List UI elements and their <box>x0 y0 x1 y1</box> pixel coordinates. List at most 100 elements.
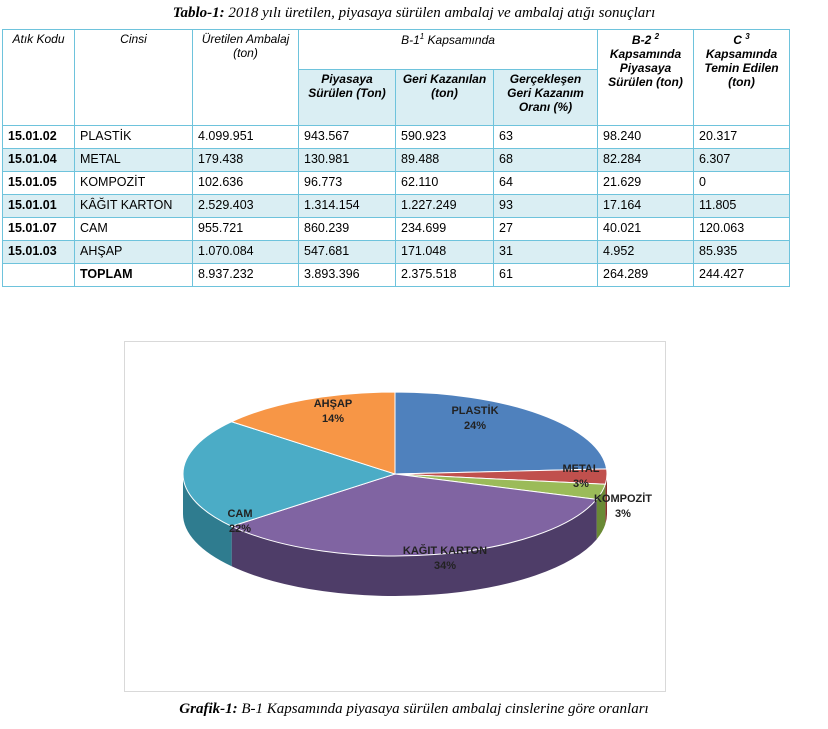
cell-uretilen: 8.937.232 <box>192 263 299 287</box>
cell-c: 244.427 <box>693 263 790 287</box>
chart-frame: PLASTİK 24% METAL 3% KOMPOZİT 3% KAĞIT KARTON 3… <box>124 341 666 692</box>
cell-geri: 89.488 <box>395 148 494 172</box>
header-b2-note: 2 <box>654 32 660 41</box>
cell-uretilen: 4.099.951 <box>192 125 299 149</box>
cell-code: 15.01.02 <box>2 125 75 149</box>
cell-geri: 590.923 <box>395 125 494 149</box>
cell-code: 15.01.07 <box>2 217 75 241</box>
pie-slice-plastik <box>394 391 608 475</box>
cell-code: 15.01.05 <box>2 171 75 195</box>
table-row: 15.01.04 METAL 179.438 130.981 89.488 68… <box>2 148 790 172</box>
cell-piyasaya: 3.893.396 <box>298 263 396 287</box>
header-c-text: Kapsamında Temin Edilen (ton) <box>704 47 779 89</box>
pie-value-kompozit: 3% <box>615 508 631 520</box>
pie-label-kagit-karton: KAĞIT KARTON <box>403 544 487 557</box>
pie-value-cam: 22% <box>229 523 251 535</box>
pie-side-cam <box>183 474 232 567</box>
pie-slice-ahsap <box>230 391 396 475</box>
cell-name: CAM <box>74 217 193 241</box>
cell-geri: 1.227.249 <box>395 194 494 218</box>
cell-code <box>2 263 75 287</box>
cell-oran: 68 <box>493 148 598 172</box>
header-c: C 3 Kapsamında Temin Edilen (ton) <box>693 29 790 126</box>
cell-oran: 93 <box>493 194 598 218</box>
header-atik-kodu: Atık Kodu <box>2 29 75 126</box>
cell-b2: 264.289 <box>597 263 694 287</box>
cell-name: METAL <box>74 148 193 172</box>
packaging-table: Atık Kodu Cinsi Üretilen Ambalaj (ton) B… <box>2 29 790 287</box>
cell-name: KOMPOZİT <box>74 171 193 195</box>
pie-label-cam: CAM <box>227 508 252 520</box>
cell-geri: 234.699 <box>395 217 494 241</box>
header-cinsi: Cinsi <box>74 29 193 126</box>
cell-b2: 17.164 <box>597 194 694 218</box>
pie-label-metal: METAL <box>562 463 599 475</box>
cell-b2: 40.021 <box>597 217 694 241</box>
cell-uretilen: 1.070.084 <box>192 240 299 264</box>
header-b2: B-2 2 Kapsamında Piyasaya Sürülen (ton) <box>597 29 694 126</box>
header-b1-suffix: Kapsamında <box>424 33 495 47</box>
pie-side-kagit-karton <box>231 499 597 596</box>
pie-slice-kagit-karton <box>230 473 598 557</box>
cell-uretilen: 2.529.403 <box>192 194 299 218</box>
table-row: 15.01.07 CAM 955.721 860.239 234.699 27 … <box>2 217 790 241</box>
cell-c: 120.063 <box>693 217 790 241</box>
cell-name: AHŞAP <box>74 240 193 264</box>
table-caption-text: 2018 yılı üretilen, piyasaya sürülen amb… <box>224 5 656 21</box>
cell-piyasaya: 943.567 <box>298 125 396 149</box>
header-oran: Gerçekleşen Geri Kazanım Oranı (%) <box>493 69 598 126</box>
header-b1-note: 1 <box>419 32 425 41</box>
cell-oran: 27 <box>493 217 598 241</box>
table-row: 15.01.03 AHŞAP 1.070.084 547.681 171.048… <box>2 240 790 264</box>
pie-chart: PLASTİK 24% METAL 3% KOMPOZİT 3% KAĞIT KARTON 3… <box>182 391 652 596</box>
cell-c: 11.805 <box>693 194 790 218</box>
table-row: 15.01.05 KOMPOZİT 102.636 96.773 62.110 … <box>2 171 790 195</box>
cell-oran: 63 <box>493 125 598 149</box>
table-caption-prefix: Tablo-1: <box>172 5 225 21</box>
cell-code: 15.01.04 <box>2 148 75 172</box>
cell-piyasaya: 860.239 <box>298 217 396 241</box>
header-b2-text: Kapsamında Piyasaya Sürülen (ton) <box>608 47 683 89</box>
cell-piyasaya: 1.314.154 <box>298 194 396 218</box>
cell-name: PLASTİK <box>74 125 193 149</box>
cell-c: 85.935 <box>693 240 790 264</box>
table-row: 15.01.01 KÂĞIT KARTON 2.529.403 1.314.15… <box>2 194 790 218</box>
cell-piyasaya: 130.981 <box>298 148 396 172</box>
cell-geri: 62.110 <box>395 171 494 195</box>
table-caption: Tablo-1: 2018 yılı üretilen, piyasaya sü… <box>0 5 828 22</box>
pie-value-kagit-karton: 34% <box>434 560 456 572</box>
table-row: 15.01.02 PLASTİK 4.099.951 943.567 590.9… <box>2 125 790 149</box>
header-b1-label: B-1 <box>401 33 420 47</box>
header-uretilen: Üretilen Ambalaj (ton) <box>192 29 299 126</box>
cell-oran: 31 <box>493 240 598 264</box>
cell-c: 6.307 <box>693 148 790 172</box>
header-c-label: C <box>733 33 742 47</box>
cell-uretilen: 955.721 <box>192 217 299 241</box>
cell-oran: 64 <box>493 171 598 195</box>
cell-piyasaya: 547.681 <box>298 240 396 264</box>
pie-label-kompozit: KOMPOZİT <box>594 492 652 505</box>
header-piyasaya: Piyasaya Sürülen (Ton) <box>298 69 396 126</box>
header-c-note: 3 <box>745 32 750 41</box>
cell-b2: 21.629 <box>597 171 694 195</box>
pie-value-plastik: 24% <box>464 420 486 432</box>
cell-code: 15.01.03 <box>2 240 75 264</box>
cell-code: 15.01.01 <box>2 194 75 218</box>
pie-side-metal <box>605 474 607 525</box>
pie-label-plastik: PLASTİK <box>451 404 498 417</box>
cell-c: 0 <box>693 171 790 195</box>
chart-caption-text: B-1 Kapsamında piyasaya sürülen ambalaj … <box>237 701 649 717</box>
cell-c: 20.317 <box>693 125 790 149</box>
cell-geri: 2.375.518 <box>395 263 494 287</box>
cell-geri: 171.048 <box>395 240 494 264</box>
cell-piyasaya: 96.773 <box>298 171 396 195</box>
cell-b2: 82.284 <box>597 148 694 172</box>
header-b2-label: B-2 <box>631 33 652 47</box>
cell-b2: 98.240 <box>597 125 694 149</box>
cell-b2: 4.952 <box>597 240 694 264</box>
cell-name: KÂĞIT KARTON <box>74 194 193 218</box>
pie-side-kompozit <box>596 484 606 540</box>
pie-slice-cam <box>182 421 397 527</box>
header-b1-group: B-11 Kapsamında <box>298 29 598 70</box>
chart-caption: Grafik-1: B-1 Kapsamında piyasaya sürüle… <box>0 701 828 718</box>
